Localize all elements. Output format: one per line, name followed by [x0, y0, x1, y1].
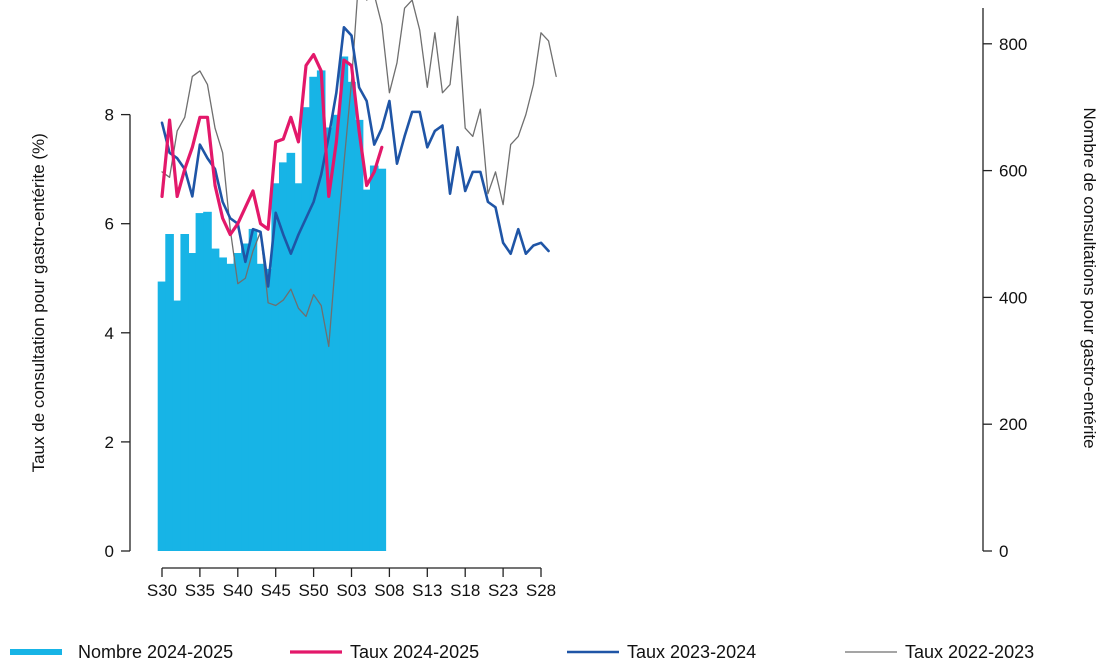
right-axis-title: Nombre de consultations pour gastro-enté… — [1080, 107, 1099, 448]
bar-nombre-2024-2025 — [332, 114, 341, 551]
left-axis-tick-label: 2 — [105, 433, 114, 452]
bar-nombre-2024-2025 — [347, 81, 356, 551]
left-axis-title: Taux de consultation pour gastro-entérit… — [29, 133, 48, 472]
x-axis-tick-label: S23 — [488, 581, 518, 600]
bar-nombre-2024-2025 — [377, 168, 387, 551]
left-axis-tick-label: 0 — [105, 542, 114, 561]
bar-nombre-2024-2025 — [165, 234, 174, 551]
x-axis-tick-label: S50 — [298, 581, 328, 600]
bar-nombre-2024-2025 — [203, 211, 212, 551]
bar-nombre-2024-2025 — [362, 189, 371, 551]
right-axis-tick-label: 800 — [999, 35, 1027, 54]
x-axis-tick-label: S35 — [185, 581, 215, 600]
x-axis-tick-label: S08 — [374, 581, 404, 600]
bar-nombre-2024-2025 — [225, 263, 235, 551]
x-axis-tick-label: S18 — [450, 581, 480, 600]
x-axis: S30 S35 S40 S45 S50 S03 S08 S13 S18 S23 S28 — [147, 567, 556, 600]
bar-nombre-2024-2025 — [172, 300, 182, 551]
bar-nombre-2024-2025 — [278, 162, 288, 552]
left-axis-tick-label: 4 — [105, 324, 114, 343]
x-axis-tick-label: S30 — [147, 581, 177, 600]
right-axis: 0 200 400 600 800 Nombre de consultations po… — [982, 8, 1099, 561]
line-taux-2023-2024 — [160, 26, 550, 288]
bar-nombre-2024-2025 — [195, 213, 205, 551]
bar-nombre-2024-2025 — [248, 228, 258, 551]
bar-nombre-2024-2025 — [241, 243, 250, 551]
left-axis: 0 2 4 6 8 Taux de consultation pour gastro-e… — [29, 106, 131, 561]
bar-nombre-2024-2025 — [301, 107, 311, 551]
legend-label: Taux 2023-2024 — [627, 642, 756, 662]
bar-nombre-2024-2025 — [188, 253, 197, 551]
bar-nombre-2024-2025 — [256, 263, 265, 551]
line-taux-2022-2023 — [161, 0, 557, 348]
rate-lines — [160, 0, 557, 348]
bar-nombre-2024-2025 — [286, 152, 296, 551]
bar-nombre-2024-2025 — [354, 119, 364, 551]
bar-nombre-2024-2025 — [271, 183, 280, 551]
right-axis-tick-label: 400 — [999, 288, 1027, 307]
legend: Nombre 2024-2025 Taux 2024-2025 Taux 2023-… — [10, 642, 1034, 662]
bar-nombre-2024-2025 — [180, 234, 190, 551]
x-axis-tick-label: S03 — [336, 581, 366, 600]
x-axis-tick-label: S40 — [223, 581, 253, 600]
bar-nombre-2024-2025 — [233, 253, 243, 551]
bar-nombre-2024-2025 — [316, 70, 326, 552]
x-axis-tick-label: S45 — [261, 581, 291, 600]
left-axis-tick-label: 6 — [105, 215, 114, 234]
bar-nombre-2024-2025 — [309, 76, 318, 552]
bar-nombre-2024-2025 — [294, 183, 303, 551]
x-axis-tick-label: S28 — [526, 581, 556, 600]
right-axis-tick-label: 200 — [999, 415, 1027, 434]
right-axis-tick-label: 600 — [999, 162, 1027, 181]
bars-nombre-2024-2025 — [157, 56, 387, 552]
legend-label: Nombre 2024-2025 — [78, 642, 233, 662]
bar-nombre-2024-2025 — [157, 281, 167, 551]
line-taux-2024-2025 — [160, 52, 384, 237]
bar-nombre-2024-2025 — [218, 257, 227, 551]
left-axis-tick-label: 8 — [105, 106, 114, 125]
bar-nombre-2024-2025 — [263, 268, 273, 551]
bar-nombre-2024-2025 — [210, 248, 220, 551]
right-axis-tick-label: 0 — [999, 542, 1008, 561]
legend-label: Taux 2022-2023 — [905, 642, 1034, 662]
legend-label: Taux 2024-2025 — [350, 642, 479, 662]
bar-nombre-2024-2025 — [369, 165, 379, 551]
x-axis-tick-label: S13 — [412, 581, 442, 600]
bar-nombre-2024-2025 — [339, 56, 349, 551]
